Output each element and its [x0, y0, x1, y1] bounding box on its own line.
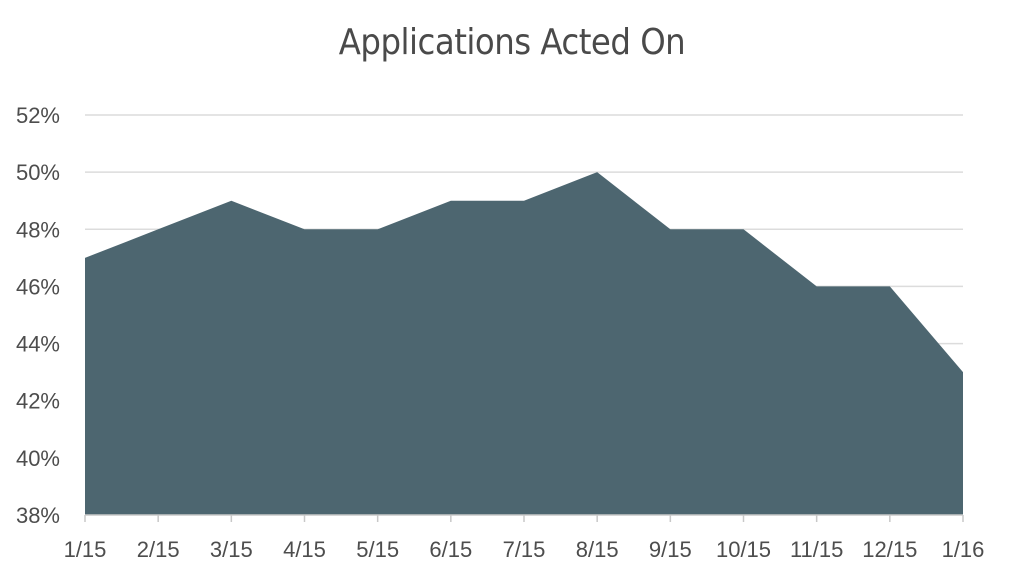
x-tick-label: 2/15 [137, 537, 180, 562]
y-tick-label: 50% [16, 160, 60, 185]
x-tick-label: 6/15 [429, 537, 472, 562]
y-tick-label: 44% [16, 332, 60, 357]
y-tick-label: 38% [16, 503, 60, 528]
x-tick-label: 11/15 [790, 537, 843, 562]
x-tick-label: 4/15 [283, 537, 326, 562]
area-series-fill [85, 172, 963, 515]
y-tick-label: 42% [16, 389, 60, 414]
x-tick-label: 12/15 [862, 537, 917, 562]
y-axis-ticks: 38% 40% 42% 44% 46% 48% 50% 52% [16, 103, 60, 528]
x-tick-label: 7/15 [503, 537, 546, 562]
x-tick-label: 5/15 [356, 537, 399, 562]
x-tick-label: 8/15 [576, 537, 619, 562]
x-tick-label: 10/15 [716, 537, 771, 562]
x-tick-label: 3/15 [210, 537, 253, 562]
x-tick-label: 9/15 [649, 537, 692, 562]
y-tick-label: 52% [16, 103, 60, 128]
x-axis-ticks: 1/15 2/15 3/15 4/15 5/15 6/15 7/15 8/15 9/15 10/1… [64, 537, 985, 562]
x-tick-label: 1/16 [942, 537, 985, 562]
x-axis [84, 514, 964, 522]
y-tick-label: 48% [16, 217, 60, 242]
chart-title: Applications Acted On [338, 22, 686, 63]
y-tick-label: 46% [16, 274, 60, 299]
x-tick-label: 1/15 [64, 537, 107, 562]
y-tick-label: 40% [16, 446, 60, 471]
area-series [85, 172, 963, 515]
